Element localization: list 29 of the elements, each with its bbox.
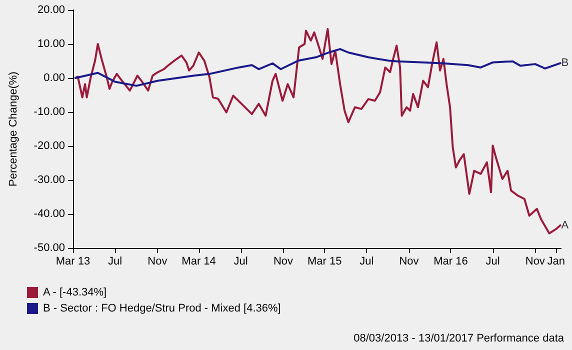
annotation: B — [561, 57, 569, 70]
x-tick-label: Jul — [486, 256, 500, 268]
y-tick-label: -40.00 — [34, 208, 65, 220]
x-tick-label: Mar 16 — [434, 256, 468, 268]
y-tick-label: 10.00 — [37, 38, 65, 50]
y-axis-title: Percentage Change(%) — [8, 72, 20, 186]
y-tick-label: 0.00 — [44, 72, 65, 84]
x-tick-label: Nov — [399, 256, 420, 268]
x-tick-label: Nov — [273, 256, 294, 268]
x-tick-label: Jul — [360, 256, 374, 268]
x-tick-label: Mar 15 — [307, 256, 342, 268]
line-series — [74, 48, 562, 87]
x-tick-label: Mar 14 — [182, 256, 216, 268]
legend-label: A - [-43.34%] — [43, 286, 107, 298]
y-tick-label: 20.00 — [37, 4, 65, 16]
x-tick-label: Jul — [234, 256, 248, 268]
x-tick-label: Jan — [547, 256, 566, 268]
x-tick-label: Jul — [108, 256, 122, 268]
y-tick-label: -30.00 — [34, 174, 65, 186]
legend-label: B - Sector : FO Hedge/Stru Prod - Mixed [4.36%] — [43, 302, 281, 314]
x-tick-label: Mar 13 — [56, 256, 90, 268]
text: 08/03/2013 - 13/01/2017 Performance data — [354, 332, 565, 344]
y-tick-label: -20.00 — [34, 140, 65, 152]
y-tick-label: -50.00 — [34, 242, 65, 254]
x-tick-label: Nov — [148, 256, 168, 268]
line-series — [74, 28, 562, 234]
annotation: A — [561, 219, 570, 232]
y-tick-label: -10.00 — [34, 106, 65, 118]
x-tick-label: Nov — [525, 256, 546, 268]
